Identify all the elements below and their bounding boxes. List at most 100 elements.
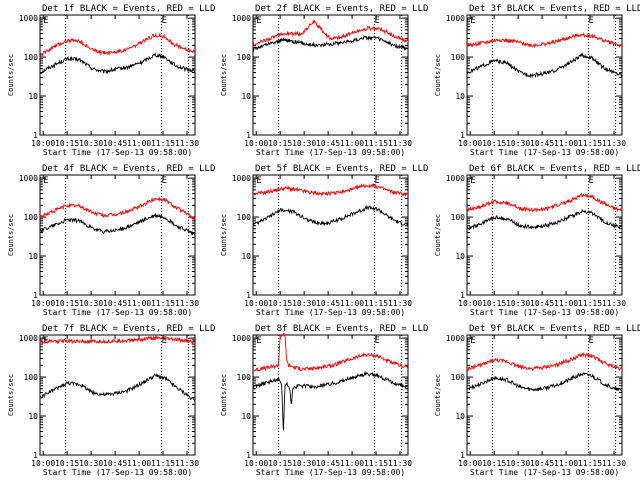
event-marker: E [161, 336, 166, 346]
panel-title: Det 9f BLACK = Events, RED = LLD [469, 324, 640, 334]
x-tick-label: 10:45 [530, 459, 554, 468]
x-tick-label: 11:00 [340, 299, 364, 308]
x-tick-label: 10:00 [244, 139, 268, 148]
series-line-black [252, 35, 409, 53]
y-axis-label: Counts/sec [220, 374, 228, 416]
x-tick-label: 11:00 [340, 139, 364, 148]
y-tick-label: 1 [246, 451, 251, 460]
x-tick-label: 10:30 [292, 459, 316, 468]
x-tick-label: 10:00 [244, 459, 268, 468]
x-tick-label: 10:30 [292, 139, 316, 148]
event-marker: E [43, 176, 48, 186]
x-tick-label: 10:30 [506, 299, 530, 308]
panel-title: Det 6f BLACK = Events, RED = LLD [469, 164, 640, 174]
x-tick-label: 11:15 [364, 459, 388, 468]
event-marker: E [161, 16, 166, 26]
y-tick-label: 100 [451, 213, 466, 222]
plot-frame [39, 334, 196, 456]
x-tick-label: 10:45 [103, 459, 127, 468]
series-line-black [466, 208, 623, 231]
y-tick-label: 100 [237, 213, 252, 222]
x-tick-label: 11:00 [554, 299, 578, 308]
x-tick-label: 11:00 [127, 139, 151, 148]
x-tick-label: 10:45 [530, 299, 554, 308]
x-tick-label: 10:15 [55, 459, 79, 468]
series-line-black [39, 212, 196, 237]
x-tick-label: 10:15 [268, 139, 292, 148]
x-tick-label: 10:30 [79, 299, 103, 308]
x-tick-label: 10:15 [55, 299, 79, 308]
x-tick-label: 11:15 [364, 139, 388, 148]
x-tick-label: 10:00 [458, 459, 482, 468]
x-tick-label: 10:00 [458, 139, 482, 148]
x-tick-label: 10:15 [268, 459, 292, 468]
event-marker: E [374, 336, 379, 346]
y-tick-label: 1 [246, 291, 251, 300]
y-tick-label: 100 [237, 53, 252, 62]
x-axis-label: Start Time (17-Sep-13 09:58:00) [256, 308, 405, 317]
event-marker: E [161, 176, 166, 186]
y-axis-label: Counts/sec [7, 214, 15, 256]
series-line-black [252, 370, 409, 431]
x-tick-label: 10:00 [31, 299, 55, 308]
x-tick-label: 10:30 [79, 139, 103, 148]
panel-title: Det 2f BLACK = Events, RED = LLD [255, 4, 428, 14]
event-marker: E [588, 176, 593, 186]
x-axis-label: Start Time (17-Sep-13 09:58:00) [470, 148, 619, 157]
y-tick-label: 100 [237, 373, 252, 382]
y-tick-label: 1000 [446, 174, 465, 183]
x-tick-label: 10:15 [268, 299, 292, 308]
series-line-red [466, 192, 623, 213]
series-line-red [252, 19, 409, 47]
x-tick-label: 10:30 [506, 139, 530, 148]
y-axis-label: Counts/sec [434, 374, 442, 416]
x-axis-label: Start Time (17-Sep-13 09:58:00) [470, 308, 619, 317]
x-tick-label: 10:30 [79, 459, 103, 468]
y-tick-label: 100 [24, 213, 39, 222]
y-tick-label: 1000 [446, 14, 465, 23]
plot-frame [39, 174, 196, 296]
series-line-black [39, 372, 196, 403]
y-tick-label: 1000 [232, 334, 251, 343]
x-tick-label: 11:30 [602, 459, 626, 468]
y-axis-label: Counts/sec [220, 54, 228, 96]
x-tick-label: 11:15 [151, 459, 175, 468]
y-tick-label: 1 [33, 131, 38, 140]
x-tick-label: 11:30 [602, 299, 626, 308]
y-tick-label: 10 [28, 412, 38, 421]
y-tick-label: 10 [241, 252, 251, 261]
x-tick-label: 11:15 [151, 299, 175, 308]
x-axis-label: Start Time (17-Sep-13 09:58:00) [43, 468, 192, 477]
x-axis-label: Start Time (17-Sep-13 09:58:00) [256, 148, 405, 157]
y-tick-label: 1000 [232, 174, 251, 183]
x-tick-label: 10:45 [530, 139, 554, 148]
y-axis-label: Counts/sec [434, 54, 442, 96]
series-line-red [39, 196, 196, 221]
plot-frame [39, 14, 196, 136]
series-line-black [466, 372, 623, 392]
plot-frame [252, 174, 409, 296]
x-tick-label: 11:30 [602, 139, 626, 148]
x-tick-label: 11:30 [388, 139, 412, 148]
series-line-red [252, 182, 409, 197]
x-tick-label: 10:45 [316, 459, 340, 468]
x-tick-label: 11:30 [388, 299, 412, 308]
x-tick-label: 11:00 [127, 299, 151, 308]
series-line-red [252, 332, 409, 372]
y-tick-label: 1 [33, 291, 38, 300]
x-axis-label: Start Time (17-Sep-13 09:58:00) [43, 148, 192, 157]
plot-frame [466, 14, 623, 136]
panel-title: Det 7f BLACK = Events, RED = LLD [42, 324, 215, 334]
y-tick-label: 1 [460, 131, 465, 140]
event-marker: E [588, 336, 593, 346]
event-marker: E [256, 16, 261, 26]
y-tick-label: 10 [241, 412, 251, 421]
series-line-red [39, 32, 196, 57]
series-line-red [466, 31, 623, 49]
x-tick-label: 11:00 [554, 139, 578, 148]
